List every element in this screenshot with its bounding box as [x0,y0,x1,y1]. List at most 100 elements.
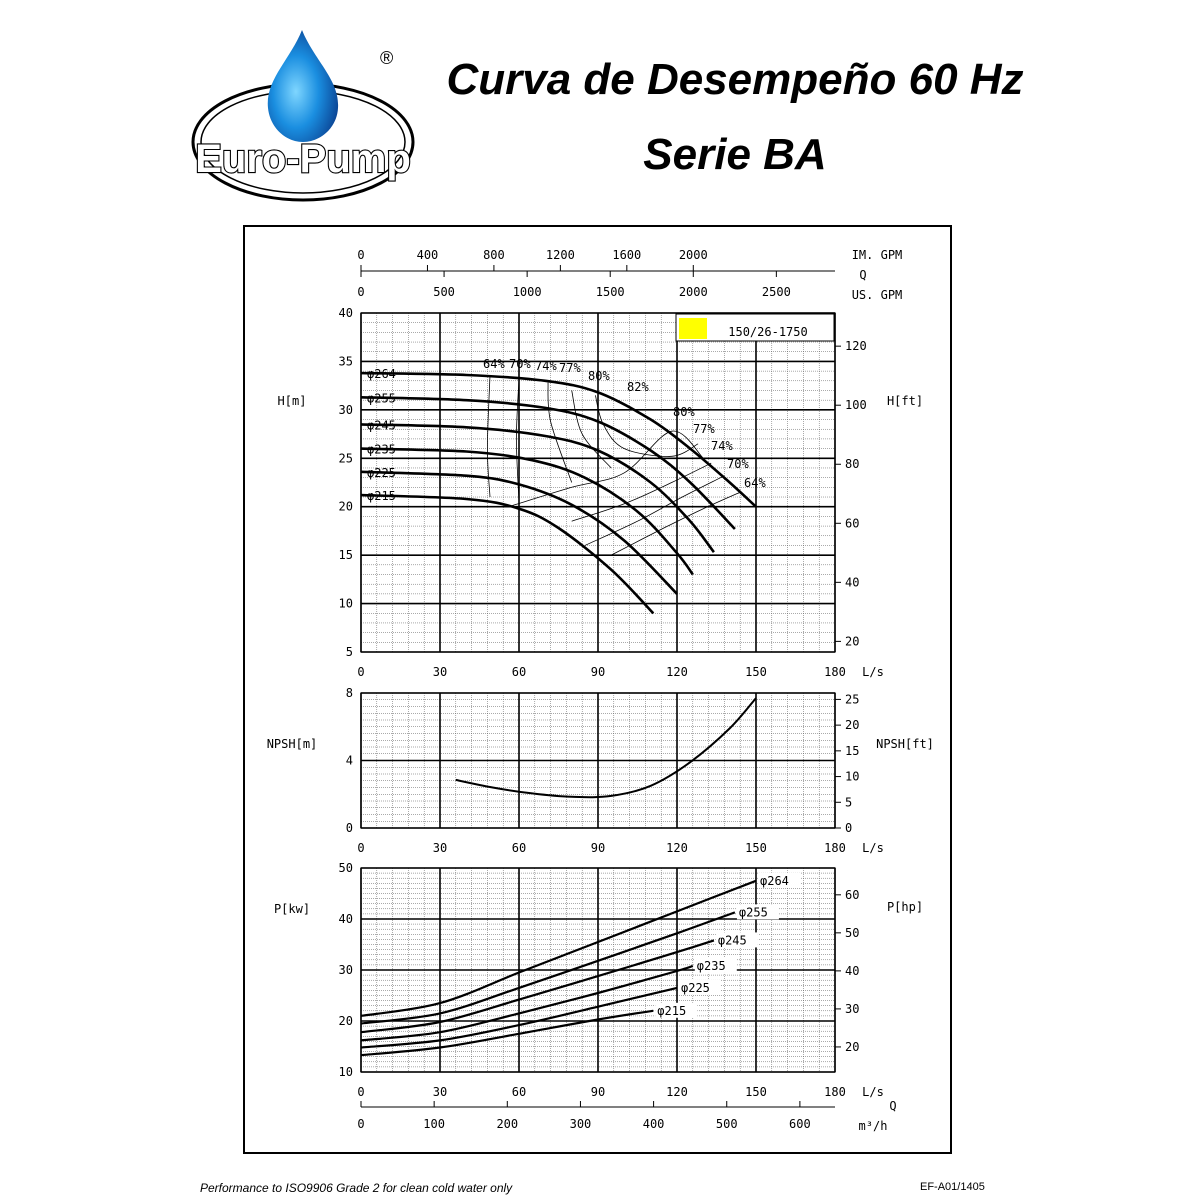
right-tick-label: 25 [845,692,859,706]
x-tick-label: 150 [745,1085,767,1099]
x-tick-label: 150 [745,665,767,679]
head-curve-label: φ235 [367,443,396,457]
y-axis-label-left: H[m] [278,394,307,408]
right-tick-label: 40 [845,575,859,589]
power-curve-label: φ225 [681,981,710,995]
x-tick-label: 120 [666,841,688,855]
x-tick-label: 180 [824,841,846,855]
y-axis-label-left: NPSH[m] [267,737,318,751]
head-curve [360,396,736,530]
y-tick-label: 10 [339,597,353,611]
im-gpm-label: IM. GPM [852,248,903,262]
efficiency-line [515,378,520,502]
y-tick-label: 30 [339,403,353,417]
head-curve-label: φ255 [367,391,396,405]
q-label: Q [859,268,866,282]
power-label-bg [715,932,758,948]
efficiency-label: 80% [588,369,610,383]
right-tick-label: 60 [845,888,859,902]
y-tick-label: 5 [346,645,353,659]
power-curve [360,911,736,1025]
right-tick-label: 20 [845,1040,859,1054]
x-axis-label: L/s [862,841,884,855]
y-tick-label: 40 [339,912,353,926]
efficiency-line [611,491,741,556]
power-curve [360,1009,654,1057]
efficiency-line [571,462,712,522]
x-tick-label: 0 [357,1085,364,1099]
us-gpm-tick-label: 2000 [679,285,708,299]
x-tick-label: 30 [433,1085,447,1099]
head-curve [360,447,694,576]
x-tick-label: 0 [357,665,364,679]
power-curve-label: φ245 [718,933,747,947]
power-label-bg [694,957,737,973]
right-tick-label: 60 [845,516,859,530]
x-tick-label: 90 [591,1085,605,1099]
m3h-tick-label: 100 [423,1117,445,1131]
model-label: 150/26-1750 [728,325,807,339]
water-drop-icon [267,30,339,142]
x-tick-label: 90 [591,665,605,679]
y-tick-label: 20 [339,500,353,514]
head-curve-label: φ264 [367,367,396,381]
y-axis-label-right: H[ft] [887,394,923,408]
head-curve-label: φ245 [367,418,396,432]
page-title: Curva de Desempeño 60 Hz [446,55,1024,104]
x-tick-label: 30 [433,841,447,855]
x-tick-label: 180 [824,1085,846,1099]
plot-area [360,692,836,829]
m3h-tick-label: 600 [789,1117,811,1131]
logo-text: Euro-Pump [195,137,411,181]
npsh-panel [360,692,841,829]
efficiency-line [571,390,612,469]
x-tick-label: 0 [357,841,364,855]
right-tick-label: 120 [845,339,867,353]
x-axis-label: L/s [862,1085,884,1099]
y-tick-label: 8 [346,686,353,700]
power-curve [360,986,678,1049]
y-tick-label: 0 [346,821,353,835]
head-curve [360,470,678,595]
us-gpm-tick-label: 2500 [762,285,791,299]
right-tick-label: 30 [845,1002,859,1016]
right-tick-label: 80 [845,457,859,471]
x-tick-label: 90 [591,841,605,855]
x-tick-label: 30 [433,665,447,679]
im-gpm-tick-label: 800 [483,248,505,262]
power-curve [360,964,694,1042]
head-curve-label: φ215 [367,489,396,503]
efficiency-label: 64% [483,357,505,371]
right-tick-label: 0 [845,821,852,835]
m3h-unit-label: m³/h [859,1119,888,1133]
y-tick-label: 50 [339,861,353,875]
footer-note: Performance to ISO9906 Grade 2 for clean… [200,1181,513,1195]
npsh-curve [455,697,757,799]
head-panel [360,312,841,653]
efficiency-label: 74% [711,439,733,453]
x-axis-label: L/s [862,665,884,679]
efficiency-label: 70% [509,357,531,371]
us-gpm-tick-label: 0 [357,285,364,299]
model-highlight [679,318,707,339]
im-gpm-tick-label: 400 [417,248,439,262]
right-tick-label: 20 [845,718,859,732]
power-curve-label: φ255 [739,905,768,919]
efficiency-line [486,374,491,498]
power-curve-label: φ235 [697,959,726,973]
x-tick-label: 120 [666,1085,688,1099]
power-label-bg [736,904,779,920]
y-axis-label-left: P[kw] [274,902,310,916]
us-gpm-label: US. GPM [852,288,903,302]
euro-pump-logo: Euro-Pump ® [191,30,415,202]
x-tick-label: 60 [512,841,526,855]
footer-code: EF-A01/1405 [920,1181,985,1193]
plot-area [360,312,836,653]
right-tick-label: 15 [845,744,859,758]
us-gpm-tick-label: 1500 [596,285,625,299]
us-gpm-tick-label: 500 [433,285,455,299]
right-tick-label: 5 [845,795,852,809]
efficiency-label: 80% [673,405,695,419]
m3h-tick-label: 400 [643,1117,665,1131]
power-curve-label: φ264 [760,874,789,888]
